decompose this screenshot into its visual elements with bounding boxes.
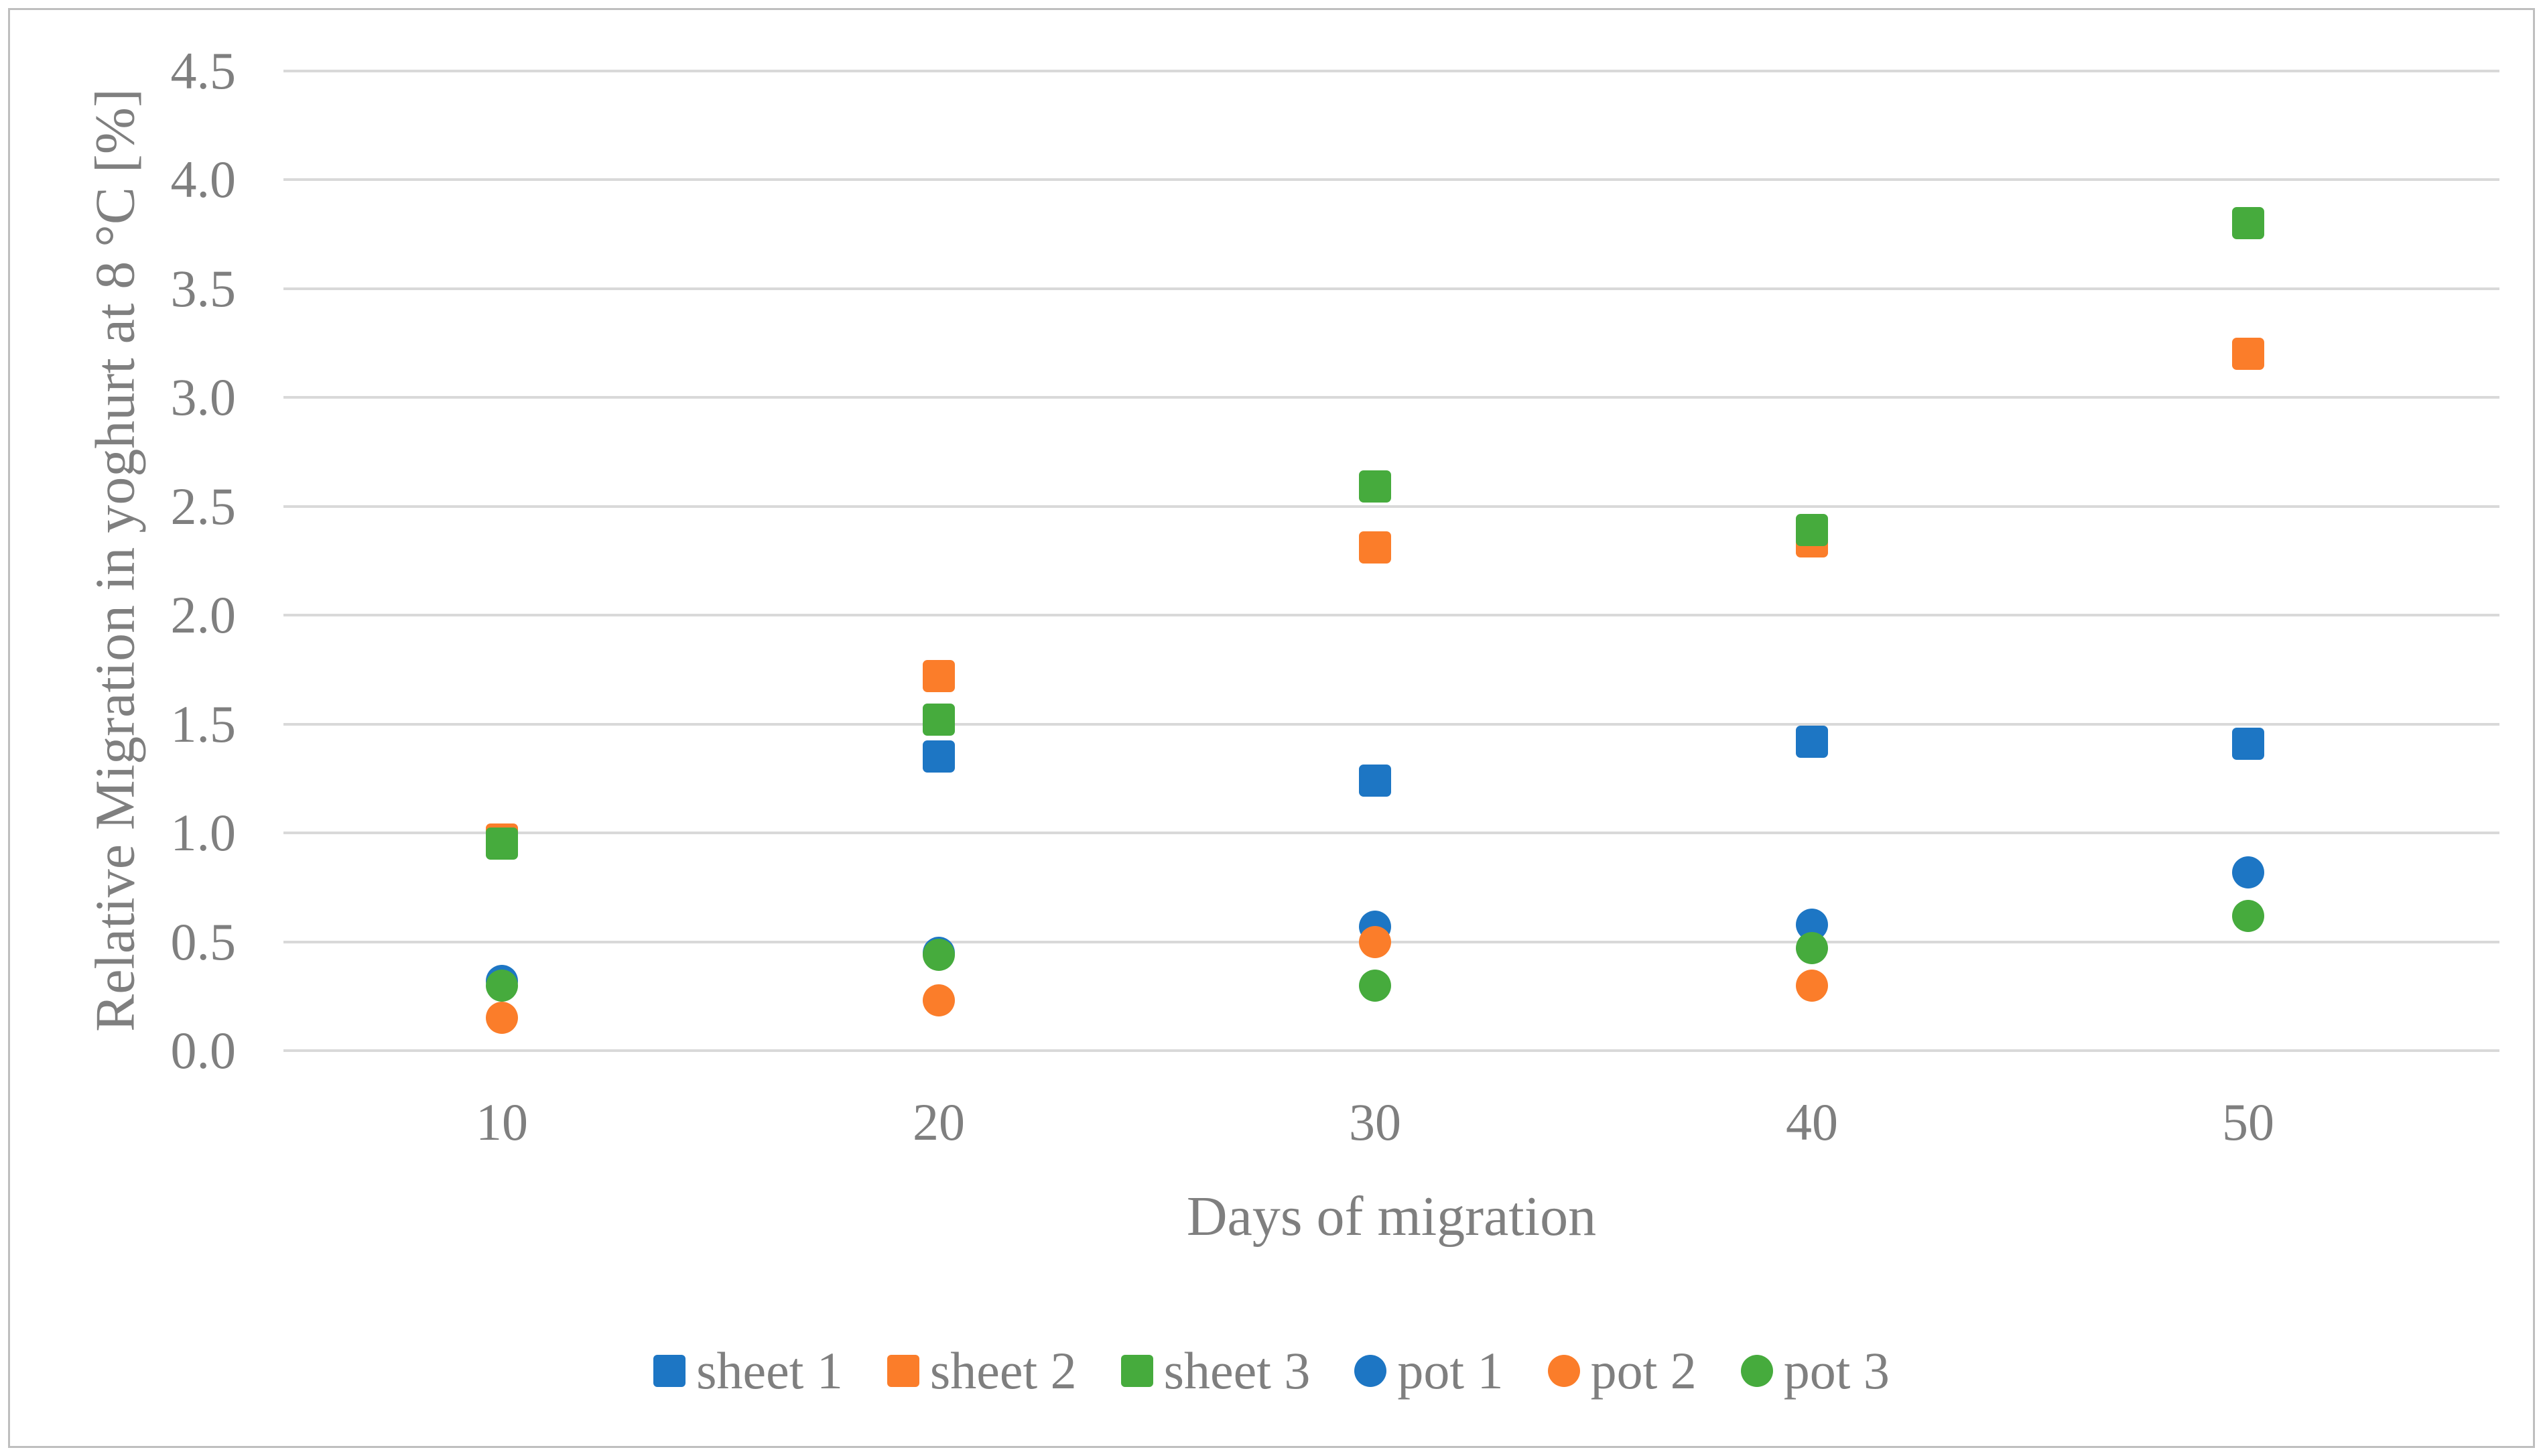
y-tick-label-0.0: 0.0	[170, 1021, 237, 1079]
gridline-y-0.5	[283, 940, 2499, 943]
marker-pot-3-day-20	[923, 939, 955, 971]
marker-pot-2-day-40	[1796, 969, 1828, 1002]
legend-swatch-pot-2-circle-icon	[1547, 1355, 1580, 1387]
marker-pot-3-day-30	[1359, 969, 1391, 1002]
legend-swatch-sheet-3-square-icon	[1120, 1355, 1153, 1387]
marker-pot-2-day-30	[1359, 925, 1391, 958]
legend-swatch-sheet-1-square-icon	[653, 1355, 686, 1387]
y-tick-label-1.5: 1.5	[170, 694, 237, 753]
marker-pot-1-day-50	[2232, 856, 2264, 888]
marker-pot-2-day-10	[486, 1002, 518, 1035]
legend-label-pot-3: pot 3	[1783, 1341, 1890, 1400]
marker-sheet-1-day-30	[1359, 765, 1391, 797]
legend-item-sheet-1: sheet 1	[653, 1345, 843, 1397]
legend-item-pot-1: pot 1	[1354, 1341, 1504, 1400]
gridline-y-0.0	[283, 1049, 2499, 1052]
legend-item-sheet-2: sheet 2	[887, 1345, 1077, 1397]
x-axis-title: Days of migration	[1186, 1185, 1597, 1248]
marker-pot-2-day-20	[923, 984, 955, 1017]
gridline-y-4.0	[283, 178, 2499, 181]
marker-sheet-3-day-20	[923, 704, 955, 736]
y-tick-label-2.5: 2.5	[170, 476, 237, 535]
gridline-y-1.0	[283, 832, 2499, 834]
gridline-y-4.5	[283, 69, 2499, 72]
legend-label-pot-2: pot 2	[1590, 1341, 1697, 1400]
legend-label-sheet-2: sheet 2	[929, 1341, 1077, 1400]
y-axis-title: Relative Migration in yoghurt at 8 °C [%…	[84, 88, 147, 1032]
y-tick-label-4.5: 4.5	[170, 41, 237, 100]
x-tick-label-30: 30	[1349, 1093, 1401, 1151]
y-tick-label-3.5: 3.5	[170, 259, 237, 318]
legend-swatch-pot-3-circle-icon	[1740, 1355, 1773, 1387]
gridline-y-3.0	[283, 396, 2499, 399]
marker-sheet-2-day-30	[1359, 531, 1391, 564]
marker-pot-3-day-10	[486, 969, 518, 1002]
chart-legend: sheet 1 sheet 2 sheet 3 pot 1 pot 2 pot 3	[0, 1337, 2543, 1404]
marker-sheet-2-day-20	[923, 660, 955, 692]
y-tick-label-1.0: 1.0	[170, 803, 237, 862]
y-tick-label-0.5: 0.5	[170, 912, 237, 971]
marker-sheet-1-day-20	[923, 740, 955, 773]
y-tick-label-3.0: 3.0	[170, 368, 237, 426]
gridline-y-3.5	[283, 287, 2499, 290]
marker-sheet-1-day-40	[1796, 725, 1828, 758]
legend-label-sheet-3: sheet 3	[1163, 1341, 1311, 1400]
x-tick-label-40: 40	[1786, 1093, 1838, 1151]
gridline-y-2.0	[283, 614, 2499, 616]
x-tick-label-50: 50	[2222, 1093, 2274, 1151]
legend-label-sheet-1: sheet 1	[696, 1341, 843, 1400]
figure-border	[8, 8, 2535, 1448]
marker-sheet-1-day-50	[2232, 727, 2264, 760]
x-tick-label-20: 20	[913, 1093, 965, 1151]
y-tick-label-2.0: 2.0	[170, 586, 237, 644]
marker-pot-3-day-40	[1796, 932, 1828, 965]
marker-sheet-3-day-40	[1796, 514, 1828, 547]
x-tick-label-10: 10	[476, 1093, 528, 1151]
legend-swatch-sheet-2-square-icon	[887, 1355, 919, 1387]
y-tick-label-4.0: 4.0	[170, 150, 237, 208]
marker-pot-3-day-50	[2232, 899, 2264, 932]
legend-item-pot-3: pot 3	[1740, 1341, 1890, 1400]
gridline-y-1.5	[283, 722, 2499, 726]
legend-item-sheet-3: sheet 3	[1120, 1341, 1311, 1400]
legend-label-pot-1: pot 1	[1397, 1341, 1504, 1400]
legend-swatch-pot-1-circle-icon	[1354, 1355, 1387, 1387]
gridline-y-2.5	[283, 505, 2499, 508]
marker-sheet-3-day-10	[486, 828, 518, 860]
legend-item-pot-2: pot 2	[1547, 1341, 1697, 1400]
marker-sheet-3-day-30	[1359, 470, 1391, 503]
marker-sheet-2-day-50	[2232, 338, 2264, 370]
marker-sheet-3-day-50	[2232, 207, 2264, 239]
